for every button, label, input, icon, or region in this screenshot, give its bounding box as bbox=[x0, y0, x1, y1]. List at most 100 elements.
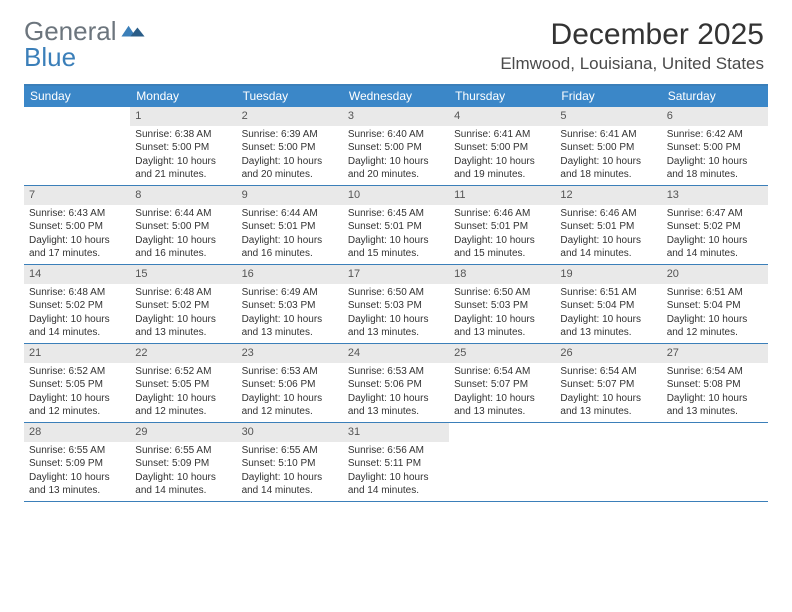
day-body: Sunrise: 6:43 AMSunset: 5:00 PMDaylight:… bbox=[24, 205, 130, 264]
day-d2: and 13 minutes. bbox=[560, 405, 656, 419]
day-body: Sunrise: 6:48 AMSunset: 5:02 PMDaylight:… bbox=[130, 284, 236, 343]
logo: GeneralBlue bbox=[24, 18, 145, 70]
day-sr: Sunrise: 6:44 AM bbox=[135, 207, 231, 221]
day-cell: 9Sunrise: 6:44 AMSunset: 5:01 PMDaylight… bbox=[237, 186, 343, 264]
day-ss: Sunset: 5:09 PM bbox=[135, 457, 231, 471]
calendar: Sunday Monday Tuesday Wednesday Thursday… bbox=[24, 84, 768, 502]
day-sr: Sunrise: 6:50 AM bbox=[454, 286, 550, 300]
day-number: 19 bbox=[555, 265, 661, 284]
logo-word1: General bbox=[24, 18, 117, 44]
day-number: 16 bbox=[237, 265, 343, 284]
week-row: 7Sunrise: 6:43 AMSunset: 5:00 PMDaylight… bbox=[24, 186, 768, 265]
day-body: Sunrise: 6:42 AMSunset: 5:00 PMDaylight:… bbox=[662, 126, 768, 185]
day-d1: Daylight: 10 hours bbox=[29, 313, 125, 327]
day-sr: Sunrise: 6:54 AM bbox=[667, 365, 763, 379]
day-body: Sunrise: 6:50 AMSunset: 5:03 PMDaylight:… bbox=[343, 284, 449, 343]
day-cell: 19Sunrise: 6:51 AMSunset: 5:04 PMDayligh… bbox=[555, 265, 661, 343]
week-row: 14Sunrise: 6:48 AMSunset: 5:02 PMDayligh… bbox=[24, 265, 768, 344]
day-sr: Sunrise: 6:52 AM bbox=[29, 365, 125, 379]
day-number: 15 bbox=[130, 265, 236, 284]
weekday-label: Tuesday bbox=[237, 86, 343, 107]
day-body: Sunrise: 6:49 AMSunset: 5:03 PMDaylight:… bbox=[237, 284, 343, 343]
day-sr: Sunrise: 6:50 AM bbox=[348, 286, 444, 300]
day-number: 3 bbox=[343, 107, 449, 126]
day-cell: 3Sunrise: 6:40 AMSunset: 5:00 PMDaylight… bbox=[343, 107, 449, 185]
day-ss: Sunset: 5:04 PM bbox=[667, 299, 763, 313]
day-body: Sunrise: 6:54 AMSunset: 5:07 PMDaylight:… bbox=[449, 363, 555, 422]
day-body: Sunrise: 6:53 AMSunset: 5:06 PMDaylight:… bbox=[237, 363, 343, 422]
day-d1: Daylight: 10 hours bbox=[667, 313, 763, 327]
day-ss: Sunset: 5:05 PM bbox=[135, 378, 231, 392]
day-number: 29 bbox=[130, 423, 236, 442]
day-body: Sunrise: 6:46 AMSunset: 5:01 PMDaylight:… bbox=[555, 205, 661, 264]
day-sr: Sunrise: 6:56 AM bbox=[348, 444, 444, 458]
day-number: 12 bbox=[555, 186, 661, 205]
weekday-label: Wednesday bbox=[343, 86, 449, 107]
day-d2: and 19 minutes. bbox=[454, 168, 550, 182]
day-d2: and 14 minutes. bbox=[242, 484, 338, 498]
day-number: 26 bbox=[555, 344, 661, 363]
day-number: 8 bbox=[130, 186, 236, 205]
day-d2: and 15 minutes. bbox=[454, 247, 550, 261]
week-row: 28Sunrise: 6:55 AMSunset: 5:09 PMDayligh… bbox=[24, 423, 768, 502]
day-number: 21 bbox=[24, 344, 130, 363]
day-d1: Daylight: 10 hours bbox=[242, 155, 338, 169]
day-d1: Daylight: 10 hours bbox=[29, 392, 125, 406]
day-cell: 21Sunrise: 6:52 AMSunset: 5:05 PMDayligh… bbox=[24, 344, 130, 422]
day-body: Sunrise: 6:44 AMSunset: 5:00 PMDaylight:… bbox=[130, 205, 236, 264]
day-d2: and 13 minutes. bbox=[560, 326, 656, 340]
day-ss: Sunset: 5:01 PM bbox=[560, 220, 656, 234]
week-row: 1Sunrise: 6:38 AMSunset: 5:00 PMDaylight… bbox=[24, 107, 768, 186]
day-d2: and 15 minutes. bbox=[348, 247, 444, 261]
day-d2: and 20 minutes. bbox=[348, 168, 444, 182]
day-cell: 5Sunrise: 6:41 AMSunset: 5:00 PMDaylight… bbox=[555, 107, 661, 185]
day-cell: 13Sunrise: 6:47 AMSunset: 5:02 PMDayligh… bbox=[662, 186, 768, 264]
day-body: Sunrise: 6:54 AMSunset: 5:07 PMDaylight:… bbox=[555, 363, 661, 422]
day-d1: Daylight: 10 hours bbox=[348, 471, 444, 485]
day-d2: and 16 minutes. bbox=[135, 247, 231, 261]
day-d2: and 12 minutes. bbox=[135, 405, 231, 419]
day-body: Sunrise: 6:38 AMSunset: 5:00 PMDaylight:… bbox=[130, 126, 236, 185]
day-number: 18 bbox=[449, 265, 555, 284]
day-body: Sunrise: 6:52 AMSunset: 5:05 PMDaylight:… bbox=[24, 363, 130, 422]
day-number: 20 bbox=[662, 265, 768, 284]
day-number: 17 bbox=[343, 265, 449, 284]
day-cell: 16Sunrise: 6:49 AMSunset: 5:03 PMDayligh… bbox=[237, 265, 343, 343]
day-d2: and 17 minutes. bbox=[29, 247, 125, 261]
day-d1: Daylight: 10 hours bbox=[454, 313, 550, 327]
day-sr: Sunrise: 6:53 AM bbox=[348, 365, 444, 379]
day-d2: and 13 minutes. bbox=[667, 405, 763, 419]
day-cell: 2Sunrise: 6:39 AMSunset: 5:00 PMDaylight… bbox=[237, 107, 343, 185]
day-d2: and 13 minutes. bbox=[29, 484, 125, 498]
day-number: 25 bbox=[449, 344, 555, 363]
day-sr: Sunrise: 6:46 AM bbox=[454, 207, 550, 221]
day-d1: Daylight: 10 hours bbox=[348, 313, 444, 327]
day-ss: Sunset: 5:00 PM bbox=[667, 141, 763, 155]
day-ss: Sunset: 5:02 PM bbox=[667, 220, 763, 234]
day-d2: and 20 minutes. bbox=[242, 168, 338, 182]
day-number: 10 bbox=[343, 186, 449, 205]
day-cell bbox=[662, 423, 768, 501]
day-d2: and 12 minutes. bbox=[29, 405, 125, 419]
day-d2: and 14 minutes. bbox=[29, 326, 125, 340]
day-sr: Sunrise: 6:48 AM bbox=[135, 286, 231, 300]
day-cell: 8Sunrise: 6:44 AMSunset: 5:00 PMDaylight… bbox=[130, 186, 236, 264]
day-ss: Sunset: 5:03 PM bbox=[454, 299, 550, 313]
day-number: 27 bbox=[662, 344, 768, 363]
day-ss: Sunset: 5:06 PM bbox=[242, 378, 338, 392]
day-d2: and 14 minutes. bbox=[135, 484, 231, 498]
day-ss: Sunset: 5:08 PM bbox=[667, 378, 763, 392]
day-sr: Sunrise: 6:43 AM bbox=[29, 207, 125, 221]
day-number: 4 bbox=[449, 107, 555, 126]
day-d2: and 18 minutes. bbox=[667, 168, 763, 182]
logo-mark-icon bbox=[121, 18, 145, 44]
day-number: 30 bbox=[237, 423, 343, 442]
day-body: Sunrise: 6:41 AMSunset: 5:00 PMDaylight:… bbox=[555, 126, 661, 185]
day-cell: 31Sunrise: 6:56 AMSunset: 5:11 PMDayligh… bbox=[343, 423, 449, 501]
day-number: 22 bbox=[130, 344, 236, 363]
day-number: 31 bbox=[343, 423, 449, 442]
day-cell: 17Sunrise: 6:50 AMSunset: 5:03 PMDayligh… bbox=[343, 265, 449, 343]
day-ss: Sunset: 5:03 PM bbox=[348, 299, 444, 313]
day-d1: Daylight: 10 hours bbox=[667, 234, 763, 248]
day-cell: 20Sunrise: 6:51 AMSunset: 5:04 PMDayligh… bbox=[662, 265, 768, 343]
